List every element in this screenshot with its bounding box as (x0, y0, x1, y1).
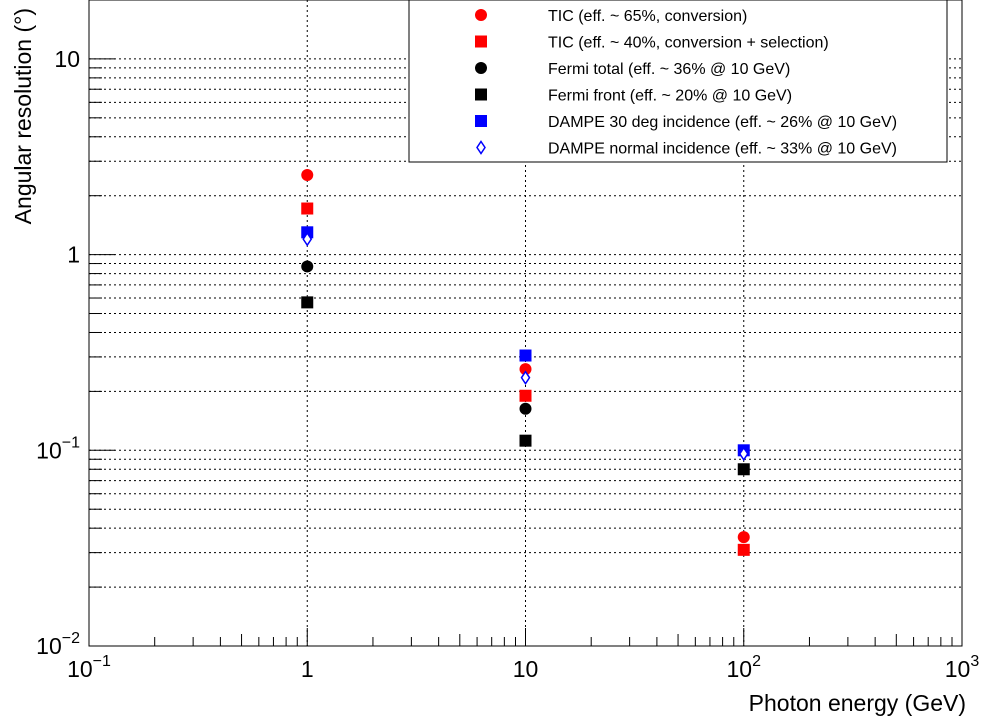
legend-box (408, 0, 948, 163)
x-tick-label: 1 (301, 656, 314, 682)
x-tick-label: 10 (513, 656, 539, 682)
data-point (301, 296, 314, 309)
y-tick-label: 10 (54, 46, 80, 72)
data-point (737, 531, 750, 544)
legend-marker (475, 115, 487, 127)
data-point (738, 446, 749, 462)
x-tick-label: 10−1 (67, 653, 111, 682)
legend-label: TIC (eff. ~ 40%, conversion + selection) (548, 35, 829, 52)
y-axis-title: Angular resolution (°) (10, 8, 36, 224)
y-tick-label: 10−1 (36, 434, 80, 463)
data-point (519, 349, 532, 362)
data-point (737, 463, 750, 476)
legend-marker (476, 140, 486, 155)
data-point (520, 370, 531, 386)
x-tick-label: 103 (945, 653, 980, 682)
legend-label: DAMPE normal incidence (eff. ~ 33% @ 10 … (548, 141, 897, 158)
legend-label: Fermi front (eff. ~ 20% @ 10 GeV) (548, 88, 792, 105)
data-point (519, 363, 532, 376)
legend-marker (475, 88, 487, 101)
data-points (301, 169, 750, 556)
data-point (301, 169, 314, 182)
data-point (519, 402, 532, 415)
ticks (88, 0, 963, 647)
data-point (301, 260, 314, 273)
x-tick-label: 102 (727, 653, 762, 682)
legend-marker (475, 9, 487, 21)
legend: TIC (eff. ~ 65%, conversion) TIC (eff. ~ … (408, 0, 948, 163)
legend-label: DAMPE 30 deg incidence (eff. ~ 26% @ 10 … (548, 114, 897, 131)
data-point (301, 202, 314, 215)
data-point (519, 434, 532, 447)
y-tick-label: 1 (67, 242, 80, 268)
y-tick-label: 10−2 (36, 630, 80, 659)
x-axis-title: Photon energy (GeV) (749, 690, 966, 716)
data-point (737, 543, 750, 556)
legend-label: Fermi total (eff. ~ 36% @ 10 GeV) (548, 61, 790, 78)
legend-marker (475, 35, 487, 48)
data-point (302, 231, 313, 247)
legend-marker (475, 62, 487, 74)
legend-label: TIC (eff. ~ 65%, conversion) (548, 8, 747, 25)
data-point (519, 389, 532, 402)
